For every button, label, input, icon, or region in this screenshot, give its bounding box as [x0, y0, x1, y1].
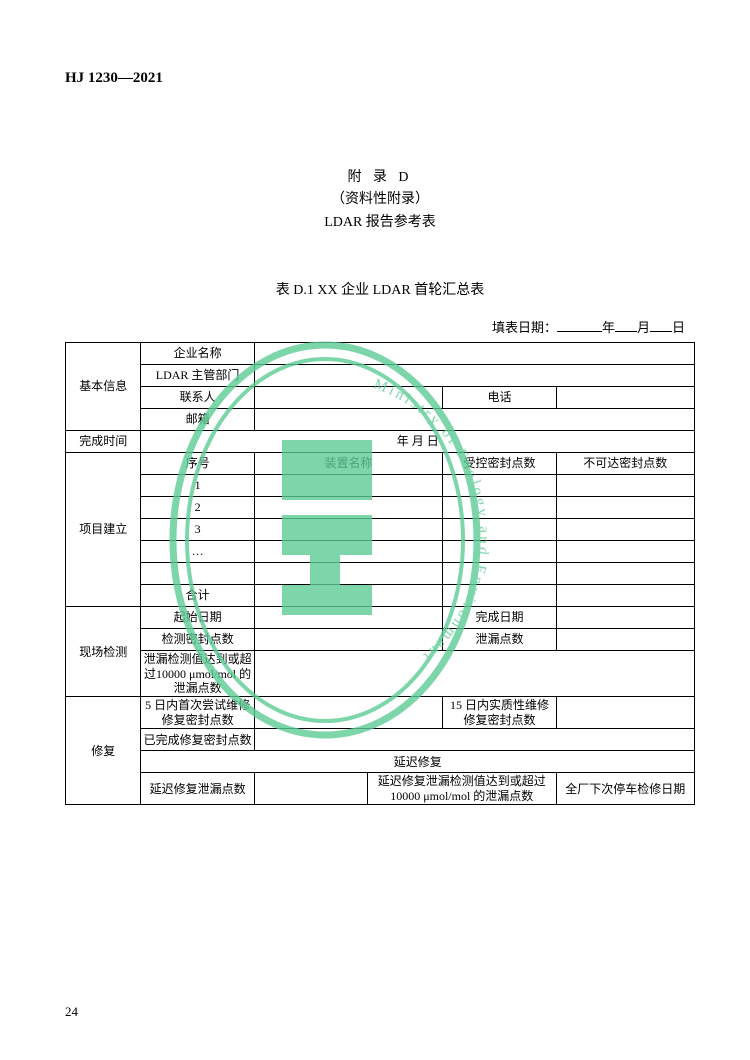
cell-repair-5day: 5 日内首次尝试维修修复密封点数 [141, 697, 254, 729]
day-blank [650, 331, 672, 332]
c4 [254, 541, 443, 563]
cell-n2: 2 [141, 497, 254, 519]
c9 [254, 651, 694, 697]
cell-phone-val [556, 387, 694, 409]
c10 [254, 697, 443, 729]
appendix-line1: 附 录 D [65, 167, 695, 189]
c6b [443, 585, 556, 607]
table-caption: 表 D.1 XX 企业 LDAR 首轮汇总表 [65, 279, 695, 299]
appendix-line3: LDAR 报告参考表 [65, 212, 695, 234]
cell-repair-done: 已完成修复密封点数 [141, 729, 254, 751]
cell-n3: 3 [141, 519, 254, 541]
c7 [254, 607, 443, 629]
cell-dots: … [141, 541, 254, 563]
appendix-title: 附 录 D （资料性附录） LDAR 报告参考表 [65, 167, 695, 234]
cell-company-name-val [254, 343, 694, 365]
standard-code: HJ 1230—2021 [65, 70, 695, 87]
cell-total: 合计 [141, 585, 254, 607]
page-number: 24 [65, 1004, 78, 1020]
c2 [254, 497, 443, 519]
day-label: 日 [672, 320, 685, 335]
cell-ldar-dept-val [254, 365, 694, 387]
c6c [556, 585, 694, 607]
c1c [556, 475, 694, 497]
c10b [556, 697, 694, 729]
c4b [443, 541, 556, 563]
cell-complete-time: 完成时间 [66, 431, 141, 453]
c7b [556, 607, 694, 629]
c1b [443, 475, 556, 497]
cell-n1: 1 [141, 475, 254, 497]
c12 [254, 773, 367, 805]
cell-complete-time-val: 年 月 日 [141, 431, 695, 453]
c11 [254, 729, 694, 751]
cell-start-date: 起始日期 [141, 607, 254, 629]
cell-end-date: 完成日期 [443, 607, 556, 629]
cell-delay-repair: 延迟修复 [141, 751, 695, 773]
cell-delay-leak: 延迟修复泄漏点数 [141, 773, 254, 805]
cell-seq-no: 序号 [141, 453, 254, 475]
c3 [254, 519, 443, 541]
c1 [254, 475, 443, 497]
cell-shutdown-date: 全厂下次停车检修日期 [556, 773, 694, 805]
c3b [443, 519, 556, 541]
c2b [443, 497, 556, 519]
c5c [556, 563, 694, 585]
cell-leak-count: 泄漏点数 [443, 629, 556, 651]
year-blank [557, 331, 602, 332]
cell-repair-15day: 15 日内实质性维修修复密封点数 [443, 697, 556, 729]
c5b [443, 563, 556, 585]
c6 [254, 585, 443, 607]
c5a [141, 563, 254, 585]
cell-company-name: 企业名称 [141, 343, 254, 365]
cell-phone: 电话 [443, 387, 556, 409]
cell-email: 邮箱 [141, 409, 254, 431]
cell-threshold: 泄漏检测值达到或超过10000 μmol/mol 的泄漏点数 [141, 651, 254, 697]
cell-contact-val [254, 387, 443, 409]
cell-delay-threshold: 延迟修复泄漏检测值达到或超过10000 μmol/mol 的泄漏点数 [367, 773, 556, 805]
cell-repair: 修复 [66, 697, 141, 805]
appendix-line2: （资料性附录） [65, 189, 695, 211]
cell-unreachable-seal: 不可达密封点数 [556, 453, 694, 475]
c8b [556, 629, 694, 651]
cell-contact: 联系人 [141, 387, 254, 409]
cell-controlled-seal: 受控密封点数 [443, 453, 556, 475]
c2c [556, 497, 694, 519]
cell-ldar-dept: LDAR 主管部门 [141, 365, 254, 387]
c5 [254, 563, 443, 585]
month-label: 月 [637, 320, 650, 335]
cell-device-name: 装置名称 [254, 453, 443, 475]
cell-detect-seal: 检测密封点数 [141, 629, 254, 651]
cell-project-setup: 项目建立 [66, 453, 141, 607]
fill-date-label: 填表日期： [492, 320, 557, 335]
year-label: 年 [602, 320, 615, 335]
cell-onsite-detect: 现场检测 [66, 607, 141, 697]
ldar-summary-table: 基本信息 企业名称 LDAR 主管部门 联系人 电话 邮箱 完成时间 年 月 日… [65, 342, 695, 805]
cell-basic-info: 基本信息 [66, 343, 141, 431]
c8 [254, 629, 443, 651]
fill-date-line: 填表日期： 年 月 日 [65, 317, 695, 336]
month-blank [615, 331, 637, 332]
cell-email-val [254, 409, 694, 431]
c4c [556, 541, 694, 563]
c3c [556, 519, 694, 541]
